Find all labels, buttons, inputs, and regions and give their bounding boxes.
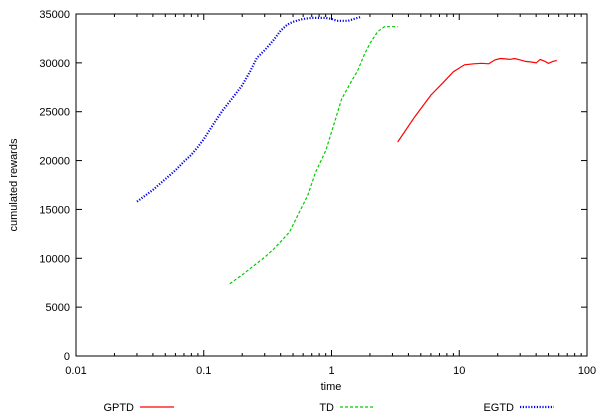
- legend-label-egtd: EGTD: [483, 402, 514, 414]
- x-axis-title: time: [321, 381, 342, 393]
- legend-label-gptd: GPTD: [103, 402, 134, 414]
- series-line-td: [229, 26, 398, 285]
- y-axis-title: cumulated rewards: [8, 138, 20, 231]
- y-tick-label: 35000: [39, 9, 70, 21]
- y-tick-label: 10000: [39, 253, 70, 265]
- series-line-gptd: [397, 57, 557, 143]
- plot-area-frame: [75, 13, 588, 357]
- x-tick-label: 0.01: [65, 365, 86, 377]
- series-lines: [136, 15, 557, 285]
- x-tick-label: 1: [328, 365, 334, 377]
- y-axis-ticks: 0 5000 10000 15000 20000 25000 30000 35000: [39, 9, 587, 363]
- y-tick-label: 20000: [39, 156, 70, 168]
- legend: GPTD TD EGTD: [103, 402, 554, 414]
- x-axis-ticks: 0.01 0.1 1 10 100: [65, 14, 596, 377]
- x-tick-label: 10: [453, 365, 465, 377]
- y-tick-label: 5000: [46, 302, 70, 314]
- y-tick-label: 0: [64, 351, 70, 363]
- y-tick-label: 25000: [39, 107, 70, 119]
- x-tick-label: 100: [578, 365, 596, 377]
- y-tick-label: 30000: [39, 58, 70, 70]
- legend-label-td: TD: [319, 402, 334, 414]
- x-tick-label: 0.1: [196, 365, 211, 377]
- y-tick-label: 15000: [39, 204, 70, 216]
- series-line-egtd: [136, 15, 362, 203]
